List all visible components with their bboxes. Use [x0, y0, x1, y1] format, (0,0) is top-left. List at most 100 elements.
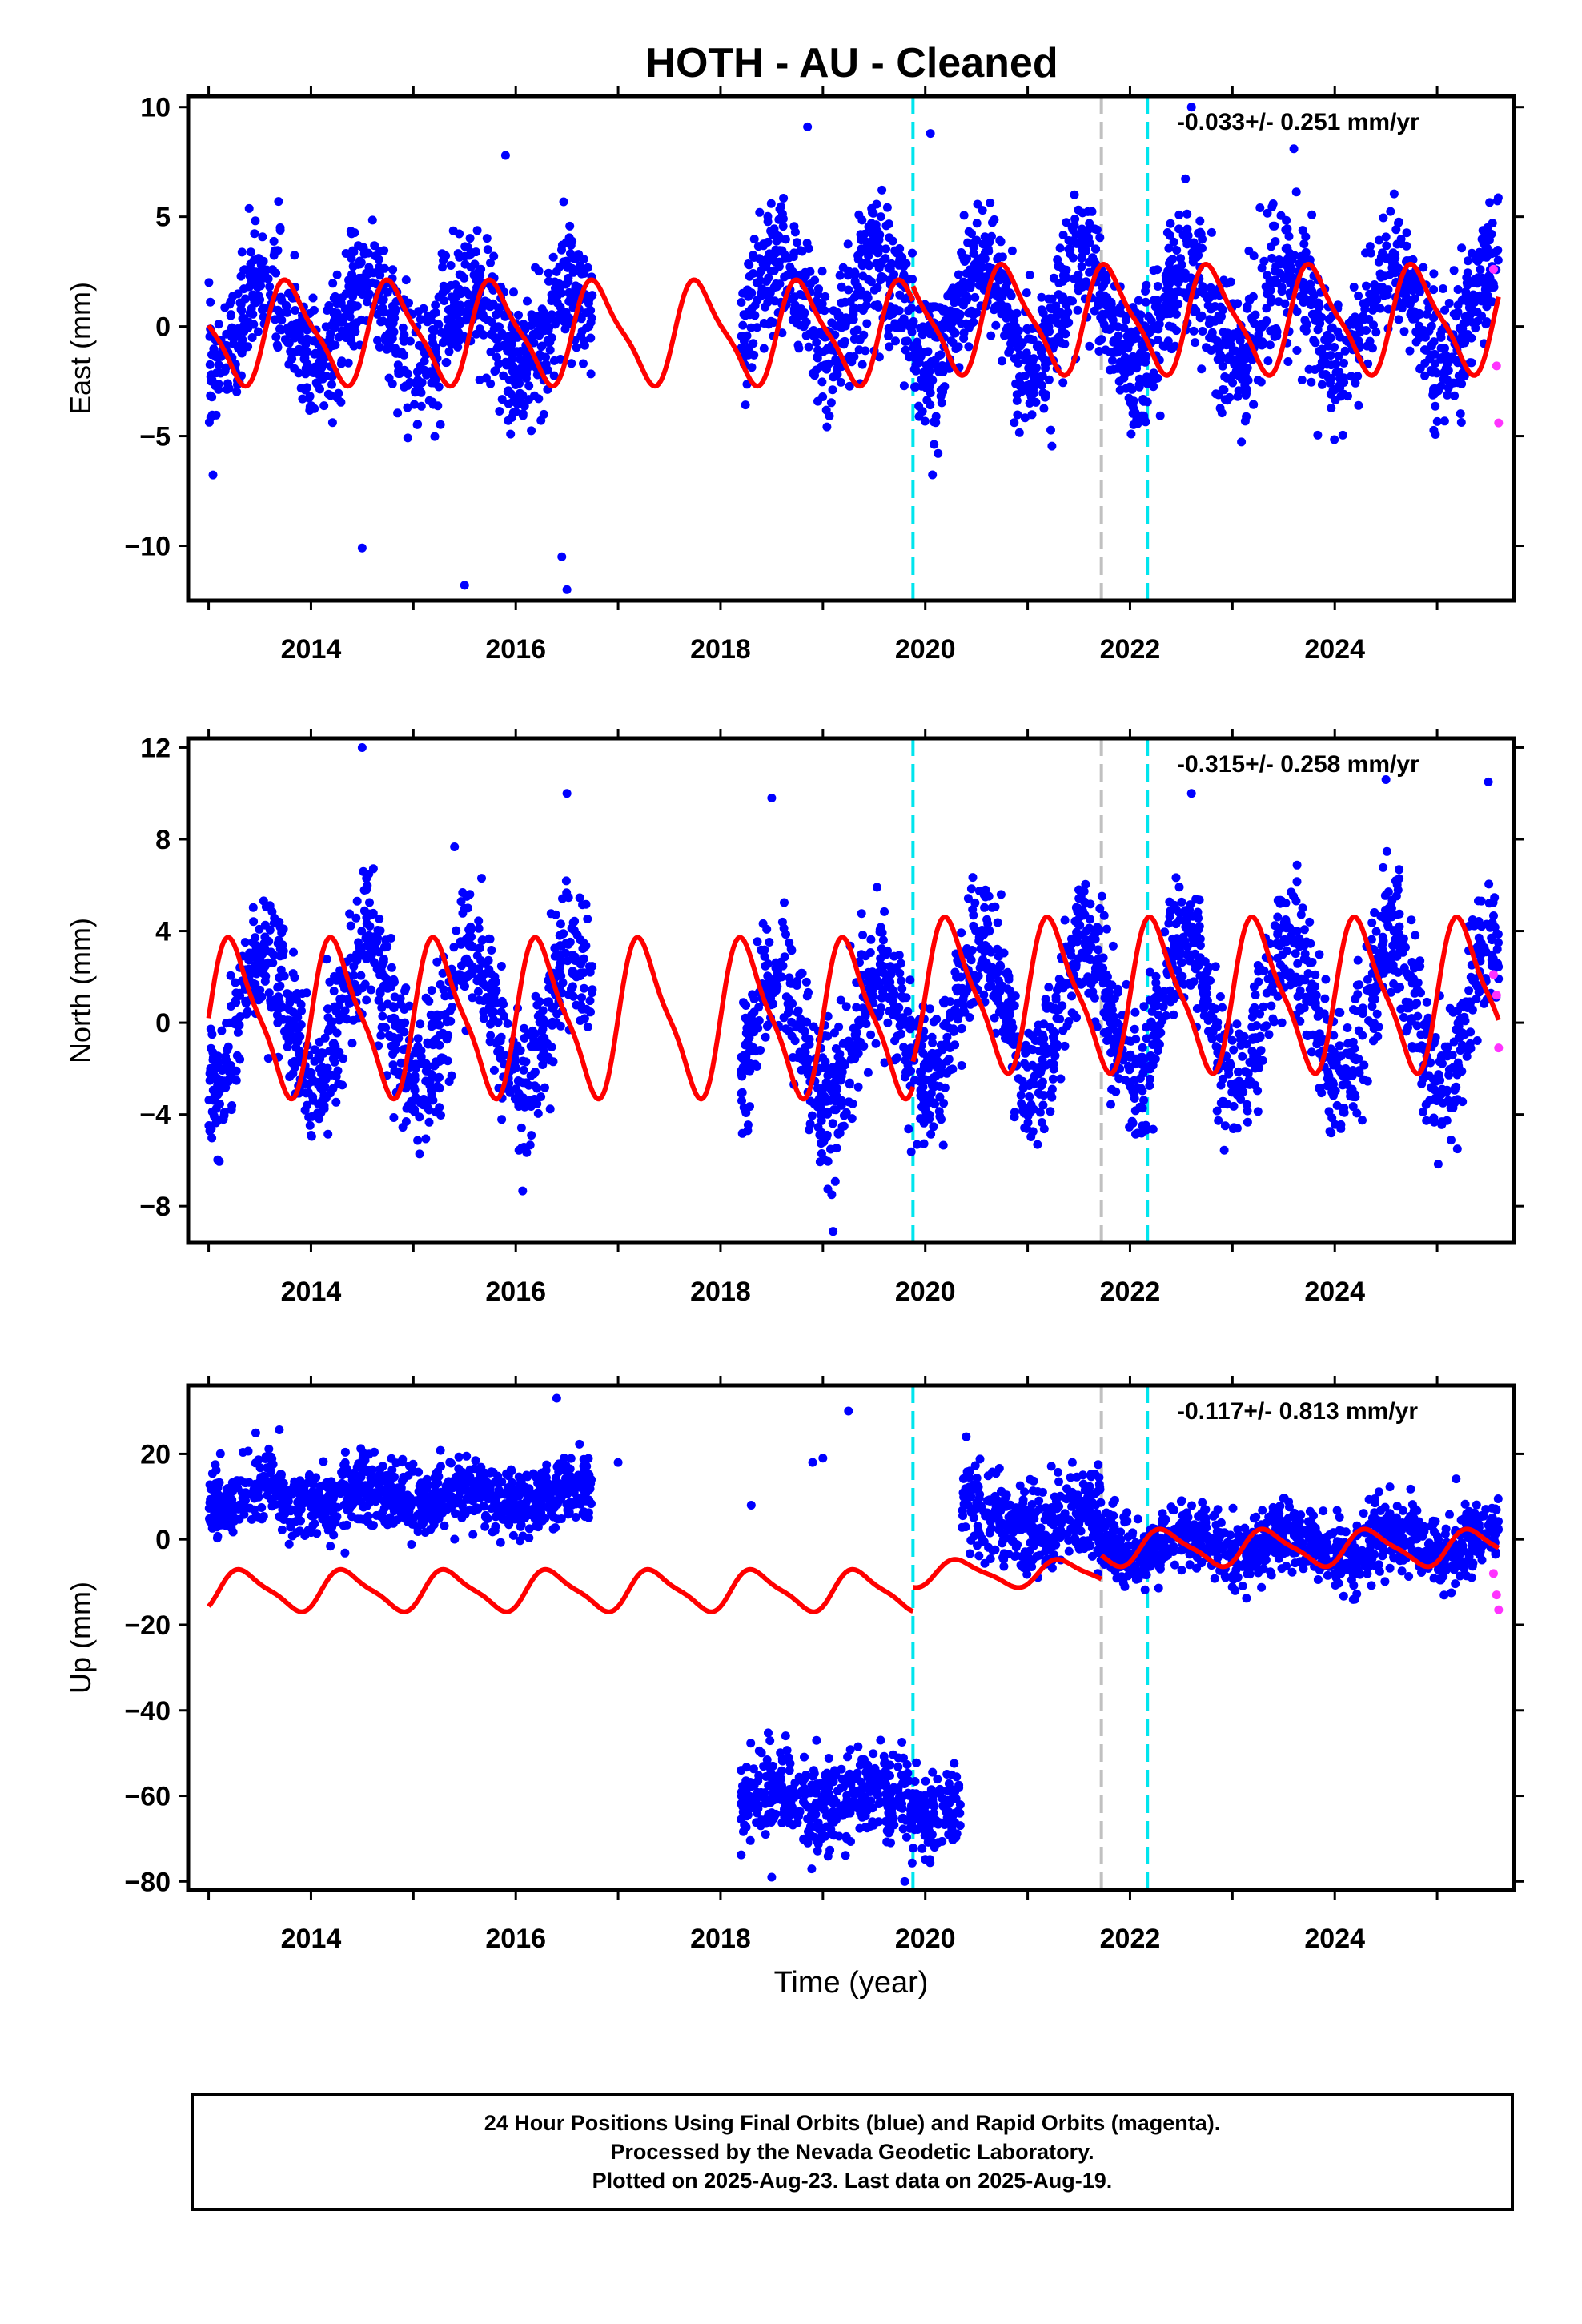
data-point	[1422, 1116, 1431, 1125]
data-point	[1379, 213, 1388, 223]
data-point	[817, 1089, 825, 1099]
data-point	[1429, 425, 1439, 435]
data-point	[948, 308, 958, 317]
data-point	[461, 315, 471, 324]
data-point	[831, 321, 841, 331]
data-point	[1462, 317, 1472, 327]
data-point	[787, 294, 797, 304]
data-point	[901, 993, 911, 1003]
rapid-data-point	[1494, 418, 1504, 428]
data-point	[548, 292, 557, 301]
data-point	[862, 319, 872, 328]
data-point	[493, 341, 503, 351]
data-point	[762, 1022, 772, 1031]
data-point	[928, 470, 938, 480]
data-point	[1212, 314, 1222, 324]
data-point	[410, 1104, 420, 1114]
data-point	[938, 1140, 948, 1150]
data-point	[233, 289, 243, 299]
data-point	[1202, 291, 1211, 300]
data-point	[1028, 335, 1038, 344]
data-point	[486, 1000, 496, 1010]
data-point	[739, 1103, 749, 1112]
data-point	[424, 396, 434, 405]
data-point	[937, 398, 946, 408]
data-point	[823, 1156, 833, 1166]
data-point	[279, 951, 287, 960]
data-point	[737, 344, 747, 354]
data-point	[1071, 230, 1081, 239]
data-point	[1223, 328, 1232, 338]
data-point	[1386, 207, 1395, 216]
data-point	[1243, 304, 1252, 313]
data-point	[1440, 305, 1450, 315]
data-point	[568, 263, 577, 273]
data-point	[347, 291, 357, 300]
data-point	[1198, 284, 1207, 293]
data-point	[413, 1136, 423, 1145]
data-point	[486, 348, 496, 356]
data-point	[508, 339, 516, 348]
data-point	[897, 984, 907, 993]
data-point	[247, 333, 257, 342]
data-point	[439, 985, 448, 995]
data-point	[897, 317, 906, 327]
data-point	[396, 1058, 406, 1068]
data-point	[1218, 385, 1227, 394]
data-point	[829, 1078, 839, 1087]
x-tick-label: 2024	[1304, 634, 1365, 665]
data-point	[223, 1042, 233, 1051]
data-point	[395, 349, 404, 359]
data-point	[1171, 873, 1181, 883]
data-point	[790, 300, 800, 310]
data-point	[881, 976, 890, 986]
data-point	[424, 367, 434, 376]
data-point	[367, 985, 376, 995]
data-point	[857, 244, 866, 254]
data-point	[857, 360, 867, 369]
data-point	[303, 325, 312, 335]
data-point	[837, 298, 846, 308]
data-point	[1330, 435, 1339, 444]
data-point	[376, 1031, 386, 1040]
data-point	[1004, 348, 1014, 357]
data-point	[770, 228, 780, 238]
data-point	[545, 1055, 554, 1065]
data-point	[1174, 224, 1184, 234]
data-point	[1073, 305, 1082, 315]
data-point	[519, 320, 528, 329]
data-point	[1327, 404, 1336, 412]
data-point	[557, 245, 566, 255]
outlier-point	[1289, 144, 1299, 154]
data-point	[349, 302, 359, 312]
data-point	[1263, 356, 1273, 366]
data-point	[521, 348, 531, 357]
data-point	[922, 396, 932, 405]
data-point	[990, 302, 1000, 312]
data-point	[1155, 313, 1165, 323]
data-point	[1039, 404, 1049, 413]
data-point	[494, 359, 504, 368]
data-point	[556, 919, 565, 929]
data-point	[745, 1059, 754, 1068]
data-point	[520, 401, 529, 411]
data-point	[274, 197, 283, 207]
data-point	[1339, 358, 1348, 368]
data-point	[844, 1097, 853, 1107]
model-curve	[207, 277, 916, 389]
data-point	[738, 1063, 748, 1072]
data-point	[486, 969, 496, 979]
data-point	[1429, 337, 1439, 347]
data-point	[254, 254, 263, 263]
data-point	[788, 1053, 797, 1062]
data-point	[1243, 1117, 1252, 1127]
data-point	[1255, 203, 1265, 212]
data-point	[429, 378, 439, 388]
data-point	[1235, 336, 1245, 346]
data-point	[510, 1054, 520, 1063]
data-point	[1014, 359, 1023, 368]
data-point	[781, 992, 791, 1002]
data-point	[460, 259, 470, 269]
data-point	[959, 334, 969, 343]
data-point	[857, 235, 866, 245]
